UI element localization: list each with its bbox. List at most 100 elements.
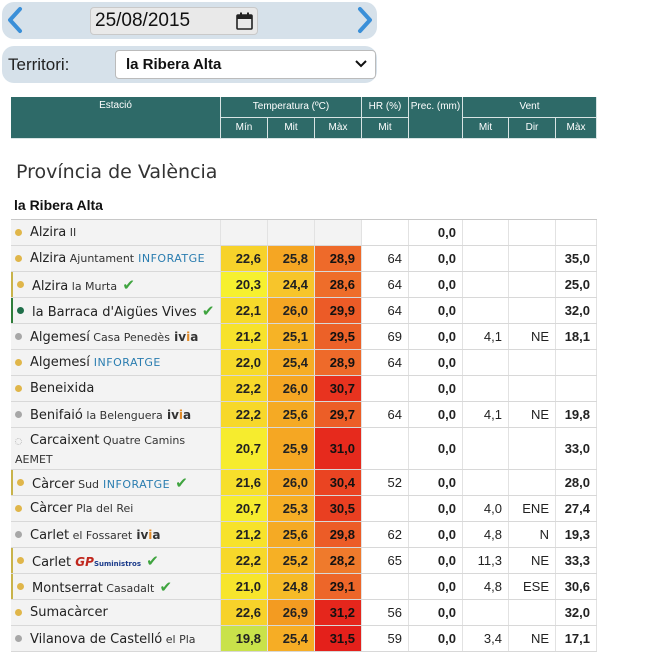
chevron-left-icon[interactable] <box>4 6 26 34</box>
station-name-cell[interactable]: la Barraca d'Aigües Vives ✔ <box>11 298 221 323</box>
table-row[interactable]: Algemesí INFORATGE 22,0 25,4 28,9 64 0,0 <box>11 350 597 376</box>
station-name: Sumacàrcer <box>30 605 108 620</box>
station-name-cell[interactable]: Algemesí INFORATGE <box>11 350 221 375</box>
table-row[interactable]: Càrcer Sud INFORATGE ✔ 21,6 26,0 30,4 52 0,0 2… <box>11 470 597 496</box>
status-dot-icon <box>17 479 24 486</box>
status-dot-icon <box>15 229 22 236</box>
wind-mit-cell: 4,0 <box>463 496 509 521</box>
temp-min-cell: 22,2 <box>221 548 268 573</box>
station-name-cell[interactable]: Sumacàrcer <box>11 600 221 625</box>
inforatge-logo: INFORATGE <box>89 356 161 369</box>
station-name: Benifaió <box>30 408 83 423</box>
temp-max-cell: 30,4 <box>315 470 362 495</box>
station-name-cell[interactable]: Càrcer Pla del Rei <box>11 496 221 521</box>
wind-mit-cell <box>463 470 509 495</box>
date-input[interactable]: 25/08/2015 <box>90 7 258 35</box>
station-name: Algemesí <box>30 330 90 345</box>
station-name: Alzira <box>30 225 67 240</box>
check-icon: ✔ <box>140 552 159 570</box>
header-wind-max: Màx <box>556 118 597 139</box>
status-dot-icon <box>15 333 22 340</box>
table-row[interactable]: Carlet GPSuministros ✔ 22,2 25,2 28,2 65 0,0 1… <box>11 548 597 574</box>
ivia-logo: ivia <box>162 408 192 422</box>
station-subname: II <box>66 226 77 239</box>
wind-dir-cell <box>509 376 556 401</box>
wind-dir-cell: ESE <box>509 574 556 599</box>
station-name-cell[interactable]: Algemesí Casa Penedès ivia <box>11 324 221 349</box>
station-name-cell[interactable]: Benifaió la Belenguera ivia <box>11 402 221 427</box>
station-name-cell[interactable]: Carlet GPSuministros ✔ <box>11 548 221 573</box>
station-subname: la Murta <box>68 280 118 293</box>
station-name-cell[interactable]: Beneixida <box>11 376 221 401</box>
table-row[interactable]: Carlet el Fossaret ivia 21,2 25,6 29,8 62 0,0… <box>11 522 597 548</box>
temp-mit-cell: 25,6 <box>268 402 315 427</box>
header-wind: Vent <box>463 97 597 118</box>
table-row[interactable]: Carcaixent Quatre Camins AEMET 20,7 25,9 31,… <box>11 428 597 470</box>
territory-select[interactable]: la Ribera Alta <box>115 50 376 79</box>
table-row[interactable]: Càrcer Pla del Rei 20,7 25,3 30,5 0,0 4,0 ENE 2… <box>11 496 597 522</box>
station-name-cell[interactable]: Carcaixent Quatre Camins AEMET <box>11 428 221 469</box>
temp-mit-cell: 25,8 <box>268 246 315 271</box>
wind-mit-cell: 4,1 <box>463 402 509 427</box>
station-name: Montserrat <box>32 581 103 596</box>
status-dot-icon <box>15 385 22 392</box>
temp-min-cell: 22,2 <box>221 376 268 401</box>
station-name: Carlet <box>30 528 70 543</box>
table-row[interactable]: Alzira II 0,0 <box>11 220 597 246</box>
check-icon: ✔ <box>196 302 215 320</box>
temp-min-cell: 21,6 <box>221 470 268 495</box>
station-name: Càrcer <box>32 477 75 492</box>
wind-max-cell <box>556 376 597 401</box>
precipitation-cell: 0,0 <box>409 350 463 375</box>
station-name: la Barraca d'Aigües Vives <box>32 305 197 320</box>
header-precipitation: Prec. (mm) <box>409 97 463 139</box>
station-subname: Sud <box>74 478 100 491</box>
ivia-logo: ivia <box>169 330 199 344</box>
wind-dir-cell: NE <box>509 324 556 349</box>
table-row[interactable]: Alzira la Murta ✔ 20,3 24,4 28,6 64 0,0 25,0 <box>11 272 597 298</box>
precipitation-cell: 0,0 <box>409 626 463 651</box>
table-row[interactable]: Alzira Ajuntament INFORATGE 22,6 25,8 28,9 6… <box>11 246 597 272</box>
precipitation-cell: 0,0 <box>409 428 463 469</box>
temp-max-cell: 28,9 <box>315 246 362 271</box>
chevron-right-icon[interactable] <box>354 6 376 34</box>
table-row[interactable]: Beneixida 22,2 26,0 30,7 0,0 <box>11 376 597 402</box>
station-name-cell[interactable]: Vilanova de Castelló el Pla ivia <box>11 626 221 651</box>
table-row[interactable]: Benifaió la Belenguera ivia 22,2 25,6 29,7 6… <box>11 402 597 428</box>
table-row[interactable]: Sumacàrcer 22,6 26,9 31,2 56 0,0 32,0 <box>11 600 597 626</box>
precipitation-cell: 0,0 <box>409 600 463 625</box>
wind-mit-cell: 3,4 <box>463 626 509 651</box>
region-title: la Ribera Alta <box>14 197 103 213</box>
station-name: Carlet <box>32 555 72 570</box>
station-name-cell[interactable]: Alzira II <box>11 220 221 245</box>
station-name-cell[interactable]: Carlet el Fossaret ivia <box>11 522 221 547</box>
temp-mit-cell: 26,0 <box>268 376 315 401</box>
wind-max-cell: 18,1 <box>556 324 597 349</box>
humidity-cell: 64 <box>362 350 409 375</box>
station-name-cell[interactable]: Montserrat Casadalt ✔ <box>11 574 221 599</box>
calendar-icon[interactable] <box>236 12 253 30</box>
station-name-cell[interactable]: Alzira la Murta ✔ <box>11 272 221 297</box>
date-value: 25/08/2015 <box>95 10 191 31</box>
table-row[interactable]: la Barraca d'Aigües Vives ✔ 22,1 26,0 29,9 6… <box>11 298 597 324</box>
temp-max-cell: 29,5 <box>315 324 362 349</box>
chevron-down-icon <box>355 51 367 78</box>
header-temperature: Temperatura (ºC) <box>221 97 362 118</box>
table-row[interactable]: Vilanova de Castelló el Pla ivia19,825,4… <box>11 626 597 652</box>
status-dot-icon <box>15 359 22 366</box>
wind-dir-cell: NE <box>509 548 556 573</box>
humidity-cell: 56 <box>362 600 409 625</box>
table-header: Estació Temperatura (ºC) HR (%) Prec. (m… <box>11 97 597 139</box>
station-name-cell[interactable]: Càrcer Sud INFORATGE ✔ <box>11 470 221 495</box>
wind-dir-cell <box>509 246 556 271</box>
table-row[interactable]: Algemesí Casa Penedès ivia 21,2 25,1 29,5 69… <box>11 324 597 350</box>
inforatge-logo: INFORATGE <box>99 478 171 491</box>
station-subname: Pla del Rei <box>72 502 134 515</box>
wind-dir-cell <box>509 272 556 297</box>
header-wind-dir: Dir <box>509 118 556 139</box>
status-dot-icon <box>15 635 22 642</box>
wind-dir-cell <box>509 298 556 323</box>
table-row[interactable]: Montserrat Casadalt ✔ 21,0 24,8 29,1 0,0 4,8 E… <box>11 574 597 600</box>
station-name-cell[interactable]: Alzira Ajuntament INFORATGE <box>11 246 221 271</box>
humidity-cell <box>362 428 409 469</box>
